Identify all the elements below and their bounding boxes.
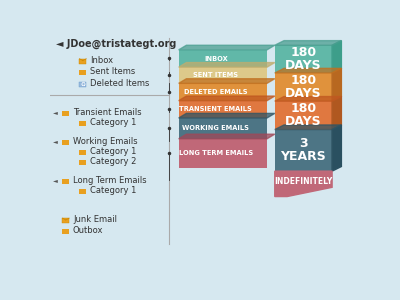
FancyBboxPatch shape [80,121,82,122]
Text: WORKING EMAILS: WORKING EMAILS [182,125,249,131]
Text: ♻: ♻ [80,82,85,87]
FancyBboxPatch shape [80,59,86,64]
Bar [179,101,267,118]
Text: TRANSIENT EMAILS: TRANSIENT EMAILS [179,106,252,112]
Bar [275,130,332,171]
FancyBboxPatch shape [80,121,86,126]
FancyBboxPatch shape [62,111,69,116]
Bar [275,73,332,101]
Polygon shape [179,79,275,83]
Bar [179,118,267,139]
Text: Deleted Items: Deleted Items [90,79,149,88]
Text: 3
YEARS: 3 YEARS [280,137,326,163]
Polygon shape [275,171,332,196]
Bar [275,101,332,130]
FancyBboxPatch shape [62,140,69,145]
Polygon shape [179,134,275,139]
Polygon shape [332,97,341,130]
FancyBboxPatch shape [80,70,82,71]
Text: Category 1: Category 1 [90,147,136,156]
Polygon shape [275,68,341,73]
FancyBboxPatch shape [62,229,69,234]
FancyBboxPatch shape [80,150,86,155]
Text: 180
DAYS: 180 DAYS [285,46,322,72]
Text: DELETED EMAILS: DELETED EMAILS [184,89,248,95]
FancyBboxPatch shape [80,82,86,87]
Polygon shape [275,40,341,45]
Text: 180
DAYS: 180 DAYS [285,74,322,100]
Polygon shape [179,113,275,118]
Bar [179,83,267,101]
Polygon shape [275,97,341,101]
Polygon shape [179,96,275,101]
Bar [179,67,267,83]
Text: ◄: ◄ [53,178,58,183]
Text: Inbox: Inbox [90,56,113,65]
Bar [179,139,267,168]
FancyBboxPatch shape [62,111,66,112]
Text: 180
DAYS: 180 DAYS [285,102,322,128]
Text: ◄: ◄ [53,139,58,144]
Text: Category 1: Category 1 [90,186,136,195]
Text: Transient Emails: Transient Emails [73,108,142,117]
Bar [275,45,332,73]
FancyBboxPatch shape [62,179,69,184]
Polygon shape [332,68,341,101]
Polygon shape [332,125,341,171]
Text: SENT ITEMS: SENT ITEMS [193,72,238,78]
Polygon shape [332,40,341,73]
Text: Outbox: Outbox [73,226,104,235]
Text: Category 2: Category 2 [90,158,136,166]
FancyBboxPatch shape [80,150,82,151]
FancyBboxPatch shape [80,160,86,165]
FancyBboxPatch shape [62,229,66,230]
Text: Long Term Emails: Long Term Emails [73,176,146,185]
FancyBboxPatch shape [80,189,86,194]
Text: Junk Email: Junk Email [73,215,117,224]
Text: Working Emails: Working Emails [73,136,138,146]
Polygon shape [275,125,341,130]
FancyBboxPatch shape [62,218,69,223]
Text: INBOX: INBOX [204,56,228,62]
Text: ◄: ◄ [53,110,58,115]
Text: Sent Items: Sent Items [90,67,135,76]
Bar [179,50,267,67]
Polygon shape [179,45,275,50]
Text: ◄ JDoe@tristategt.org: ◄ JDoe@tristategt.org [56,39,176,49]
Text: INDEFINITELY: INDEFINITELY [274,177,332,186]
Polygon shape [179,63,275,67]
FancyBboxPatch shape [80,189,82,190]
FancyBboxPatch shape [80,160,82,161]
FancyBboxPatch shape [62,140,66,141]
FancyBboxPatch shape [62,179,66,180]
Text: LONG TERM EMAILS: LONG TERM EMAILS [179,150,253,156]
Text: Category 1: Category 1 [90,118,136,127]
FancyBboxPatch shape [80,70,86,75]
